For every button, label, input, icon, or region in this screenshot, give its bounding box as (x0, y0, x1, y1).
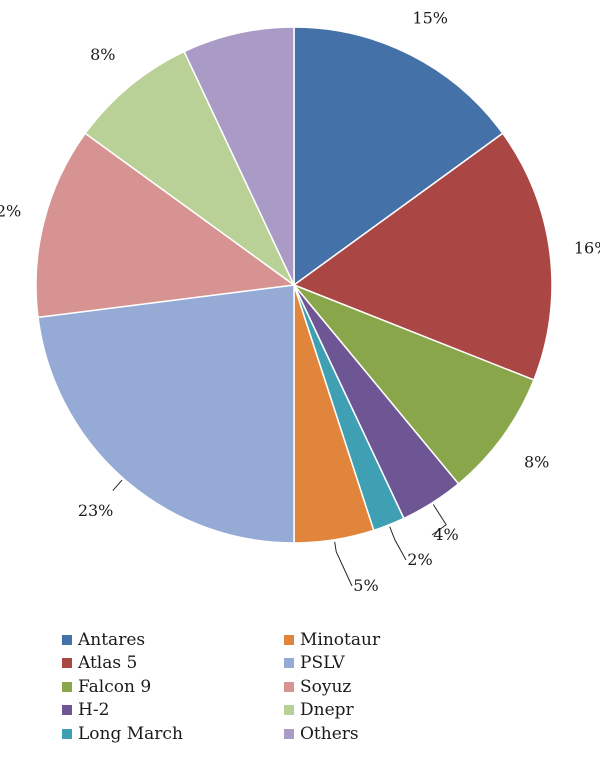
percentage-labels: 15% 16% 8% 4%2% 5% 23% 12% 8% 7% (0, 0, 600, 595)
data-label-atlas-5: 16% (574, 238, 600, 257)
legend-item-h-2: H-2 (62, 699, 284, 723)
legend-swatch (62, 634, 72, 645)
legend-swatch (62, 658, 72, 669)
pie-slice-others (183, 26, 295, 286)
pie-slice-atlas-5 (292, 132, 553, 381)
data-label-falcon-9: 8% (524, 452, 549, 471)
legend-item-others: Others (284, 722, 524, 746)
legend-swatch (284, 681, 294, 692)
legend-item-falcon-9: Falcon 9 (62, 675, 284, 699)
legend-swatch (284, 705, 294, 716)
legend-label: Falcon 9 (78, 676, 152, 697)
data-label-others: 7% (216, 0, 241, 2)
legend-label: PSLV (300, 653, 345, 674)
pie-slice-soyuz (35, 132, 296, 319)
data-label-pslv: 23% (78, 501, 114, 520)
legend: Antares Atlas 5 Falcon 9 H-2 Long March Minot… (62, 628, 562, 746)
legend-label: Long March (78, 723, 183, 744)
legend-item-long-march: Long March (62, 722, 284, 746)
legend-swatch (62, 705, 72, 716)
legend-swatch (62, 681, 72, 692)
pie-slices (35, 26, 553, 544)
data-label-dnepr: 8% (90, 45, 115, 64)
legend-label: Antares (78, 629, 146, 650)
legend-label: Dnepr (300, 700, 354, 721)
data-label-soyuz: 12% (0, 201, 21, 220)
legend-label: Others (300, 723, 359, 744)
legend-item-pslv: PSLV (284, 652, 524, 676)
legend-swatch (62, 728, 72, 739)
leader-line-long-march (389, 526, 407, 561)
legend-item-dnepr: Dnepr (284, 699, 524, 723)
legend-label: Soyuz (300, 676, 352, 697)
legend-swatch (284, 658, 294, 669)
pie-slice-falcon-9 (293, 284, 535, 485)
leader-line-minotaur (334, 541, 353, 587)
legend-item-minotaur: Minotaur (284, 628, 524, 652)
data-label-h-2: 4% (433, 525, 458, 544)
data-label-antares: 15% (412, 9, 448, 28)
legend-swatch (284, 634, 294, 645)
leader-line-h-2 (431, 504, 447, 536)
data-label-minotaur: 5% (353, 576, 378, 595)
pie-slice-dnepr (84, 50, 295, 286)
legend-item-antares: Antares (62, 628, 284, 652)
pie-chart: 15% 16% 8% 4%2% 5% 23% 12% 8% 7% (0, 0, 600, 595)
legend-label: H-2 (78, 700, 110, 721)
leader-lines (112, 479, 447, 587)
legend-label: Atlas 5 (78, 653, 138, 674)
data-label-long-march: 2% (407, 550, 432, 569)
legend-swatch (284, 728, 294, 739)
legend-item-soyuz: Soyuz (284, 675, 524, 699)
pie-slice-pslv (37, 284, 295, 544)
pie-slice-antares (293, 26, 504, 287)
legend-label: Minotaur (300, 629, 381, 650)
leader-line-pslv (112, 479, 123, 491)
legend-item-atlas-5: Atlas 5 (62, 652, 284, 676)
